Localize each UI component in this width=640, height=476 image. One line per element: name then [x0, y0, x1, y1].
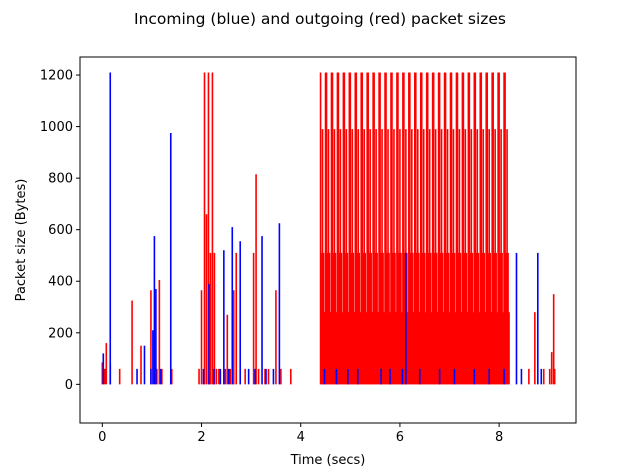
y-tick-label: 1000 — [40, 120, 73, 135]
axes-frame — [79, 56, 577, 424]
y-tick-label: 800 — [48, 172, 73, 187]
x-tick-label: 8 — [495, 430, 503, 445]
y-axis: 0 200 400 600 800 1000 1200 — [40, 69, 80, 393]
y-tick-label: 0 — [65, 378, 73, 393]
y-tick-label: 600 — [48, 223, 73, 238]
bars-layer — [101, 72, 556, 385]
x-axis: 0 2 4 6 8 — [98, 423, 503, 445]
x-axis-label: Time (secs) — [290, 453, 366, 468]
x-tick-label: 4 — [297, 430, 305, 445]
y-axis-label: Packet size (Bytes) — [14, 179, 29, 302]
x-tick-label: 2 — [197, 430, 205, 445]
chart-title: Incoming (blue) and outgoing (red) packe… — [134, 10, 506, 28]
y-tick-label: 400 — [48, 275, 73, 290]
y-tick-label: 200 — [48, 326, 73, 341]
y-tick-label: 1200 — [40, 69, 73, 84]
x-tick-label: 6 — [396, 430, 404, 445]
plot-area — [79, 56, 577, 424]
x-tick-label: 0 — [98, 430, 106, 445]
